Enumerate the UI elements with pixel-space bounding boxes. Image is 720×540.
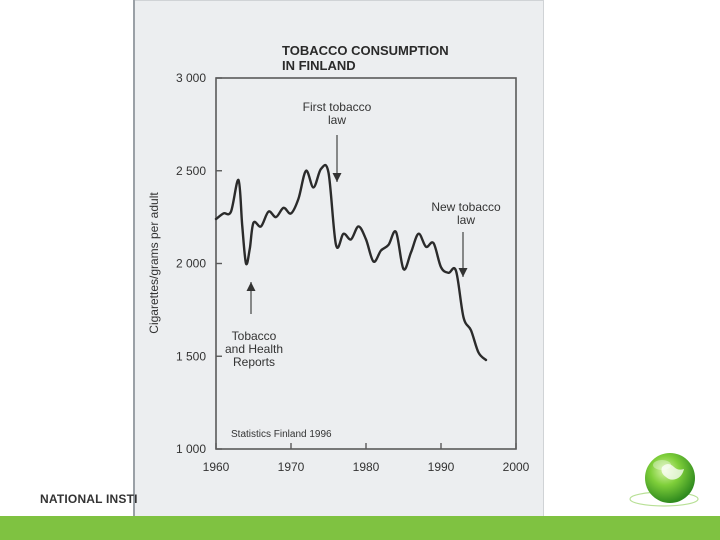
footer-green-bar (0, 516, 720, 540)
x-tick-label: 1970 (278, 460, 305, 474)
annotation-new-law-text: New tobacco (431, 200, 501, 214)
consumption-line (214, 163, 488, 362)
plot-frame (215, 77, 517, 450)
annotation-health-reports-text: and Health (225, 342, 283, 356)
y-tick-label: 2 000 (176, 257, 206, 271)
annotation-new-law-text: law (457, 213, 475, 227)
green-globe-icon (629, 453, 699, 507)
annotation-health-reports-text: Tobacco (232, 329, 277, 343)
x-tick-label: 2000 (503, 460, 530, 474)
y-tick-label: 1 500 (176, 349, 206, 363)
annotation-new-law-arrow-head (458, 268, 468, 277)
y-ticks: 1 000 1 500 2 000 2 500 3 000 (176, 71, 222, 456)
source-note: Statistics Finland 1996 (231, 429, 332, 440)
y-axis-label: Cigarettes/grams per adult (147, 192, 161, 334)
y-tick-label: 1 000 (176, 442, 206, 456)
chart-photo (133, 0, 544, 540)
annotation-health-reports-arrow-head (246, 282, 256, 291)
annotation-health-reports-text: Reports (233, 355, 275, 369)
annotation-first-law-text: First tobacco (303, 100, 372, 114)
photo-edge (133, 0, 135, 540)
x-ticks: 1960 1970 1980 1990 2000 (203, 443, 530, 474)
chart-title-line2: IN FINLAND (282, 58, 356, 73)
x-tick-label: 1990 (428, 460, 455, 474)
x-tick-label: 1960 (203, 460, 230, 474)
chart-title-line1: TOBACCO CONSUMPTION (282, 43, 449, 58)
y-tick-label: 3 000 (176, 71, 206, 85)
footer-org-text: NATIONAL INSTI (40, 492, 138, 506)
x-tick-label: 1980 (353, 460, 380, 474)
annotation-first-law-arrow-head (332, 173, 342, 182)
annotation-first-law-text: law (328, 113, 346, 127)
y-tick-label: 2 500 (176, 164, 206, 178)
